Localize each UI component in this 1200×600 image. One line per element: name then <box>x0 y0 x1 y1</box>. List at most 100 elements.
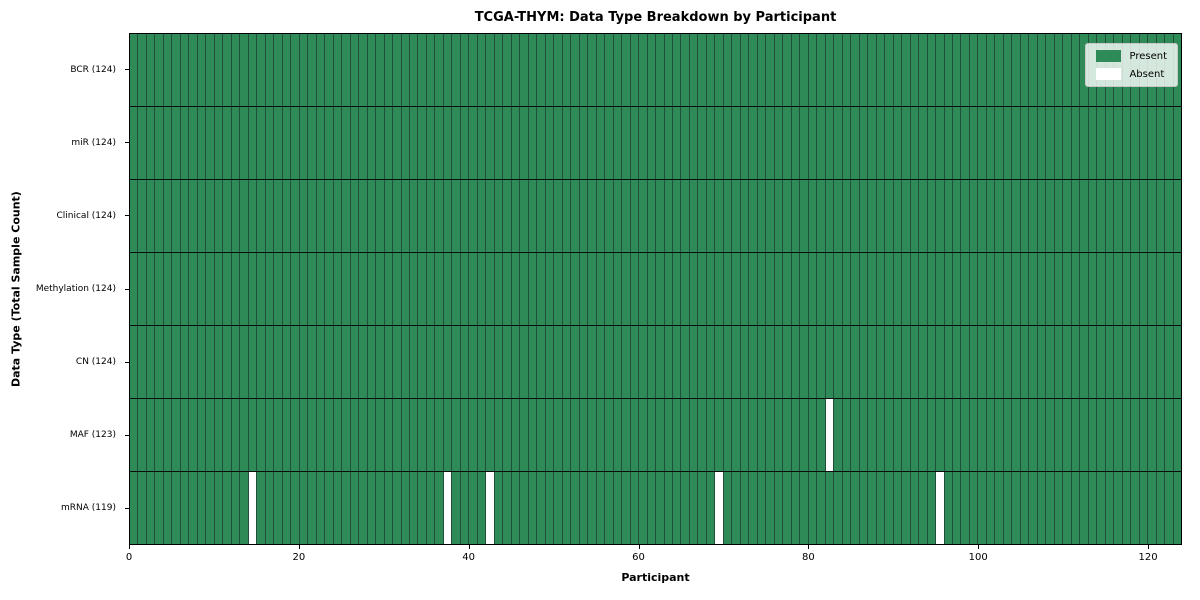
heatmap-cell <box>257 472 266 544</box>
heatmap-cell <box>469 326 478 398</box>
heatmap-cell <box>656 107 665 179</box>
heatmap-cell <box>961 472 970 544</box>
heatmap-cell <box>986 107 996 179</box>
heatmap-cell <box>749 399 758 471</box>
heatmap-cell <box>1037 326 1047 398</box>
heatmap-cell <box>1131 399 1140 471</box>
heatmap-cell <box>248 399 258 471</box>
heatmap-cell <box>393 253 402 325</box>
x-tick-label: 20 <box>292 552 306 563</box>
heatmap-cell <box>656 180 665 252</box>
heatmap-cell <box>961 180 970 252</box>
heatmap-cell <box>503 180 512 252</box>
heatmap-cell <box>1012 180 1021 252</box>
heatmap-cell <box>774 180 784 252</box>
heatmap-cell <box>231 253 241 325</box>
heatmap-cell <box>418 107 427 179</box>
heatmap-cell <box>910 34 920 106</box>
heatmap-cell <box>376 180 385 252</box>
heatmap-cell <box>554 472 563 544</box>
heatmap-cell <box>240 34 249 106</box>
heatmap-cell <box>376 399 385 471</box>
heatmap-cell <box>384 34 394 106</box>
heatmap-cell <box>1054 180 1064 252</box>
heatmap-cell <box>342 253 351 325</box>
heatmap-cell <box>1071 180 1081 252</box>
heatmap-cell <box>910 253 920 325</box>
heatmap-cell <box>350 399 360 471</box>
heatmap-cell <box>257 399 266 471</box>
heatmap-cell <box>579 107 589 179</box>
heatmap-cell <box>715 180 724 252</box>
heatmap-cell <box>902 399 911 471</box>
heatmap-cell <box>774 253 784 325</box>
heatmap-cell <box>630 107 640 179</box>
heatmap-cell <box>248 107 258 179</box>
heatmap-cell <box>1105 399 1115 471</box>
heatmap-cell <box>868 180 877 252</box>
heatmap-cell <box>740 326 750 398</box>
legend: Present Absent <box>1085 43 1178 87</box>
heatmap-cell <box>859 399 869 471</box>
heatmap-cell <box>486 472 495 544</box>
heatmap-cell <box>350 253 360 325</box>
legend-item-present: Present <box>1096 50 1167 62</box>
heatmap-cell <box>1020 326 1030 398</box>
heatmap-cell <box>367 399 377 471</box>
heatmap-cell <box>800 34 809 106</box>
heatmap-cell <box>596 34 606 106</box>
heatmap-cell <box>868 253 877 325</box>
heatmap-cell <box>231 34 241 106</box>
heatmap-cell <box>291 253 300 325</box>
heatmap-cell <box>163 472 173 544</box>
heatmap-cell <box>214 326 224 398</box>
heatmap-cell <box>630 253 640 325</box>
heatmap-cell <box>825 34 835 106</box>
heatmap-cell <box>868 326 877 398</box>
heatmap-cell <box>452 107 461 179</box>
heatmap-cell <box>409 180 419 252</box>
heatmap-cell <box>1097 180 1106 252</box>
heatmap-cell <box>350 472 360 544</box>
heatmap-cell <box>1156 107 1166 179</box>
heatmap-cell <box>834 399 843 471</box>
heatmap-cell <box>469 107 478 179</box>
heatmap-cell <box>978 107 987 179</box>
heatmap-cell <box>197 180 207 252</box>
heatmap-cell <box>172 253 181 325</box>
heatmap-cell <box>910 180 920 252</box>
heatmap-cell <box>316 253 326 325</box>
heatmap-cell <box>299 399 309 471</box>
heatmap-cell <box>757 34 767 106</box>
heatmap-cell <box>919 180 928 252</box>
heatmap-cell <box>1114 180 1123 252</box>
heatmap-cell <box>969 107 979 179</box>
heatmap-cell <box>969 180 979 252</box>
heatmap-cell <box>308 253 317 325</box>
heatmap-cell <box>1071 326 1081 398</box>
heatmap-cell <box>876 34 886 106</box>
heatmap-cell <box>1080 326 1089 398</box>
heatmap-cell <box>893 399 903 471</box>
heatmap-cell <box>715 326 724 398</box>
heatmap-cell <box>257 107 266 179</box>
heatmap-cell <box>842 399 852 471</box>
heatmap-cell <box>1012 34 1021 106</box>
heatmap-cell <box>639 34 648 106</box>
heatmap-cell <box>316 326 326 398</box>
heatmap-cell <box>248 253 258 325</box>
heatmap-cell <box>774 326 784 398</box>
heatmap-cell <box>316 34 326 106</box>
heatmap-cell <box>257 34 266 106</box>
heatmap-cell <box>376 34 385 106</box>
heatmap-cell <box>1012 326 1021 398</box>
heatmap-cell <box>834 180 843 252</box>
heatmap-cell <box>511 107 521 179</box>
heatmap-cell <box>528 326 538 398</box>
heatmap-cell <box>274 34 283 106</box>
heatmap-cell <box>1122 399 1132 471</box>
heatmap-cell <box>189 399 198 471</box>
heatmap-cell <box>214 253 224 325</box>
heatmap-cell <box>698 107 707 179</box>
heatmap-cell <box>952 107 962 179</box>
